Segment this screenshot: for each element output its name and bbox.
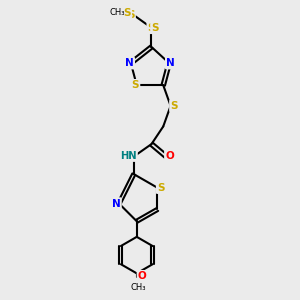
- Text: S: S: [127, 10, 135, 20]
- Text: O: O: [165, 152, 174, 161]
- Text: N: N: [125, 58, 134, 68]
- Text: N: N: [166, 58, 175, 68]
- Text: S: S: [148, 23, 155, 33]
- Text: S: S: [151, 23, 159, 33]
- Text: S: S: [131, 80, 139, 90]
- Text: S: S: [157, 183, 165, 193]
- Text: S: S: [170, 101, 178, 111]
- Text: O: O: [138, 271, 146, 281]
- Text: N: N: [112, 199, 121, 208]
- Text: HN: HN: [120, 151, 137, 161]
- Text: CH₃: CH₃: [130, 283, 146, 292]
- Text: S: S: [124, 8, 131, 18]
- Text: CH₃: CH₃: [110, 8, 125, 17]
